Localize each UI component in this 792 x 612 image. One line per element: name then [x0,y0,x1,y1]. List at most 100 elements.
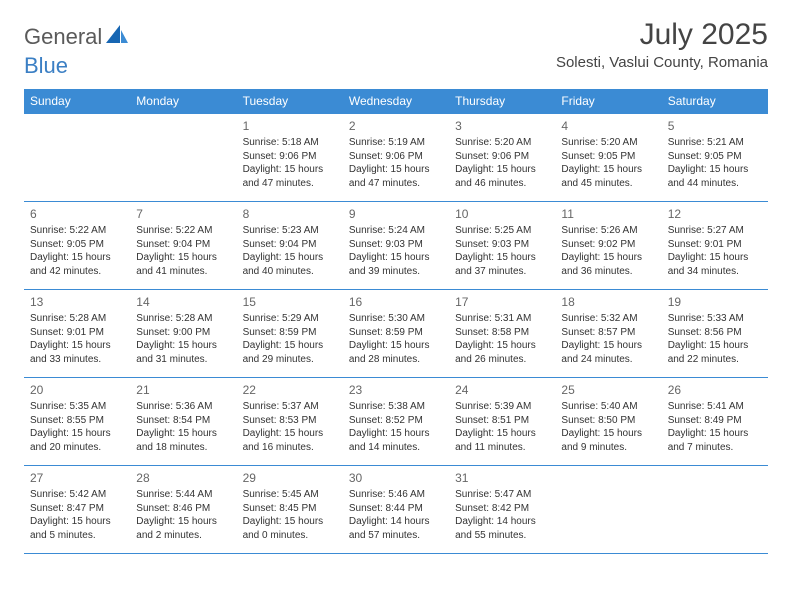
calendar-day-cell: 19Sunrise: 5:33 AMSunset: 8:56 PMDayligh… [662,290,768,378]
sunset-text: Sunset: 9:06 PM [349,150,443,164]
calendar-week-row: 1Sunrise: 5:18 AMSunset: 9:06 PMDaylight… [24,114,768,202]
calendar-day-cell: 31Sunrise: 5:47 AMSunset: 8:42 PMDayligh… [449,466,555,554]
logo-text-general: General [24,24,102,50]
daylight-text: Daylight: 14 hours and 55 minutes. [455,515,549,542]
calendar-week-row: 20Sunrise: 5:35 AMSunset: 8:55 PMDayligh… [24,378,768,466]
daylight-text: Daylight: 15 hours and 47 minutes. [349,163,443,190]
calendar-week-row: 6Sunrise: 5:22 AMSunset: 9:05 PMDaylight… [24,202,768,290]
sunrise-text: Sunrise: 5:31 AM [455,312,549,326]
day-number: 3 [455,118,549,134]
daylight-text: Daylight: 15 hours and 37 minutes. [455,251,549,278]
sunrise-text: Sunrise: 5:40 AM [561,400,655,414]
day-number: 12 [668,206,762,222]
weekday-header: Thursday [449,89,555,114]
sunrise-text: Sunrise: 5:23 AM [243,224,337,238]
sunrise-text: Sunrise: 5:39 AM [455,400,549,414]
day-number: 8 [243,206,337,222]
month-title: July 2025 [556,18,768,52]
sunset-text: Sunset: 9:01 PM [668,238,762,252]
sunset-text: Sunset: 9:03 PM [455,238,549,252]
sunset-text: Sunset: 8:59 PM [349,326,443,340]
day-number: 27 [30,470,124,486]
day-number: 17 [455,294,549,310]
sunrise-text: Sunrise: 5:22 AM [30,224,124,238]
daylight-text: Daylight: 15 hours and 45 minutes. [561,163,655,190]
calendar-day-cell: 30Sunrise: 5:46 AMSunset: 8:44 PMDayligh… [343,466,449,554]
sunrise-text: Sunrise: 5:20 AM [561,136,655,150]
calendar-empty-cell [130,114,236,202]
calendar-day-cell: 25Sunrise: 5:40 AMSunset: 8:50 PMDayligh… [555,378,661,466]
daylight-text: Daylight: 15 hours and 46 minutes. [455,163,549,190]
daylight-text: Daylight: 15 hours and 42 minutes. [30,251,124,278]
logo: General [24,24,130,50]
sunset-text: Sunset: 9:01 PM [30,326,124,340]
calendar-table: Sunday Monday Tuesday Wednesday Thursday… [24,89,768,554]
calendar-day-cell: 5Sunrise: 5:21 AMSunset: 9:05 PMDaylight… [662,114,768,202]
day-number: 13 [30,294,124,310]
sunrise-text: Sunrise: 5:44 AM [136,488,230,502]
sunrise-text: Sunrise: 5:30 AM [349,312,443,326]
sunset-text: Sunset: 9:05 PM [30,238,124,252]
calendar-page: General July 2025 Solesti, Vaslui County… [0,0,792,554]
sunset-text: Sunset: 8:58 PM [455,326,549,340]
sunset-text: Sunset: 8:55 PM [30,414,124,428]
day-number: 30 [349,470,443,486]
calendar-day-cell: 22Sunrise: 5:37 AMSunset: 8:53 PMDayligh… [237,378,343,466]
daylight-text: Daylight: 15 hours and 14 minutes. [349,427,443,454]
logo-text-blue: Blue [24,53,68,79]
sunset-text: Sunset: 8:50 PM [561,414,655,428]
sunset-text: Sunset: 8:42 PM [455,502,549,516]
day-number: 29 [243,470,337,486]
day-number: 2 [349,118,443,134]
sunrise-text: Sunrise: 5:37 AM [243,400,337,414]
day-number: 28 [136,470,230,486]
calendar-day-cell: 29Sunrise: 5:45 AMSunset: 8:45 PMDayligh… [237,466,343,554]
sunrise-text: Sunrise: 5:46 AM [349,488,443,502]
calendar-day-cell: 17 Sunrise: 5:31 AMSunset: 8:58 PMDayligh… [449,290,555,378]
daylight-text: Daylight: 15 hours and 26 minutes. [455,339,549,366]
calendar-day-cell: 8Sunrise: 5:23 AMSunset: 9:04 PMDaylight… [237,202,343,290]
sunrise-text: Sunrise: 5:41 AM [668,400,762,414]
sunset-text: Sunset: 8:56 PM [668,326,762,340]
sunrise-text: Sunrise: 5:20 AM [455,136,549,150]
calendar-day-cell: 20Sunrise: 5:35 AMSunset: 8:55 PMDayligh… [24,378,130,466]
calendar-day-cell: 12Sunrise: 5:27 AMSunset: 9:01 PMDayligh… [662,202,768,290]
daylight-text: Daylight: 15 hours and 34 minutes. [668,251,762,278]
day-number: 26 [668,382,762,398]
sunset-text: Sunset: 8:49 PM [668,414,762,428]
weekday-header: Sunday [24,89,130,114]
daylight-text: Daylight: 15 hours and 41 minutes. [136,251,230,278]
sunset-text: Sunset: 8:46 PM [136,502,230,516]
calendar-day-cell: 7Sunrise: 5:22 AMSunset: 9:04 PMDaylight… [130,202,236,290]
sunrise-text: Sunrise: 5:19 AM [349,136,443,150]
sunrise-text: Sunrise: 5:36 AM [136,400,230,414]
calendar-day-cell: 27Sunrise: 5:42 AMSunset: 8:47 PMDayligh… [24,466,130,554]
day-number: 11 [561,206,655,222]
day-number: 25 [561,382,655,398]
calendar-day-cell: 21Sunrise: 5:36 AMSunset: 8:54 PMDayligh… [130,378,236,466]
sunset-text: Sunset: 9:05 PM [561,150,655,164]
calendar-day-cell: 26 Sunrise: 5:41 AMSunset: 8:49 PMDayligh… [662,378,768,466]
calendar-day-cell: 11Sunrise: 5:26 AMSunset: 9:02 PMDayligh… [555,202,661,290]
day-number: 1 [243,118,337,134]
sunrise-text: Sunrise: 5:22 AM [136,224,230,238]
sunrise-text: Sunrise: 5:38 AM [349,400,443,414]
daylight-text: Daylight: 15 hours and 7 minutes. [668,427,762,454]
daylight-text: Daylight: 15 hours and 33 minutes. [30,339,124,366]
sunset-text: Sunset: 9:02 PM [561,238,655,252]
calendar-empty-cell [555,466,661,554]
day-number: 24 [455,382,549,398]
logo-sail-icon [106,25,128,50]
day-number: 6 [30,206,124,222]
weekday-header: Saturday [662,89,768,114]
weekday-header-row: Sunday Monday Tuesday Wednesday Thursday… [24,89,768,114]
sunset-text: Sunset: 8:45 PM [243,502,337,516]
daylight-text: Daylight: 15 hours and 0 minutes. [243,515,337,542]
sunrise-text: Sunrise: 5:47 AM [455,488,549,502]
daylight-text: Daylight: 15 hours and 22 minutes. [668,339,762,366]
daylight-text: Daylight: 15 hours and 47 minutes. [243,163,337,190]
daylight-text: Daylight: 14 hours and 57 minutes. [349,515,443,542]
calendar-day-cell: 6 Sunrise: 5:22 AMSunset: 9:05 PMDaylight… [24,202,130,290]
sunset-text: Sunset: 9:06 PM [455,150,549,164]
weekday-header: Monday [130,89,236,114]
